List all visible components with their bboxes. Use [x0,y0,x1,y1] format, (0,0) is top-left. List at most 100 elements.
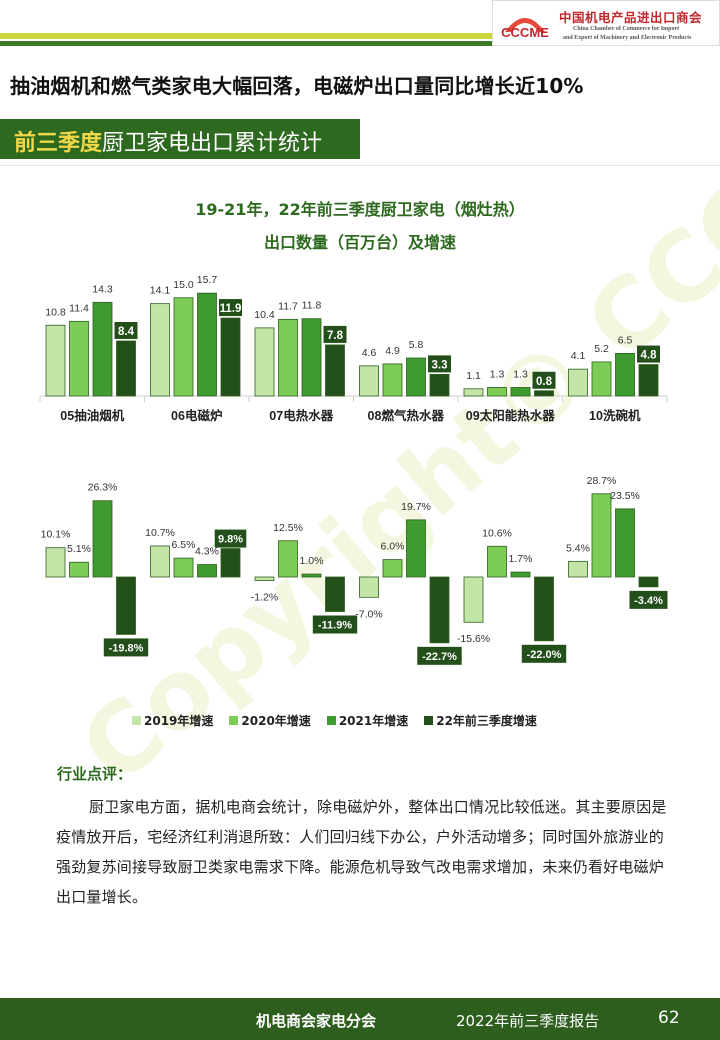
legend-swatch-2021 [326,716,336,725]
bar-growth-2020年增速-05抽油烟机 [69,561,89,578]
bar-growth-2020年增速-09太阳能热水器 [487,545,507,578]
commentary-heading: 行业点评： [57,765,133,783]
data-label-growth: -22.0% [527,649,562,661]
data-label-qty: 14.1 [150,285,171,297]
bar-qty-2021-05抽油烟机 [92,301,113,397]
data-label-growth: 19.7% [401,501,431,513]
org-name-en-2: and Export of Machinery and Electronic P… [563,35,692,41]
bar-qty-22年前三季度-10洗碗机 [638,364,659,397]
section-title: 前三季度厨卫家电出口累计统计 [14,125,322,157]
bar-growth-22年前三季度增速-10洗碗机 [638,576,659,588]
bar-qty-2021-09太阳能热水器 [510,387,531,397]
legend-swatch-2019 [132,716,141,725]
data-label-box [428,355,451,373]
legend-label-2021: 2021年增速 [338,714,409,728]
data-label-qty: 5.2 [594,343,609,355]
bar-qty-2019-08燃气热水器 [359,365,379,397]
bar-growth-2019年增速-06电磁炉 [150,545,170,578]
data-label-growth: 12.5% [273,522,303,534]
bar-qty-22年前三季度-05抽油烟机 [116,340,136,397]
legend-swatch-2020 [229,716,239,725]
data-label-qty: 4.8 [641,350,658,362]
bar-qty-2019-06电磁炉 [150,303,170,397]
data-label-box [114,321,138,339]
data-label-growth: 5.4% [566,542,590,554]
export-chart: 10.8 14.1 10.4 4.6 1.1 4.1 11.4 15.0 11.7 4.9 1.3 5… [39,274,668,665]
data-label-growth: 6.5% [172,539,196,551]
bar-qty-22年前三季度-08燃气热水器 [429,373,450,397]
data-label-qty: 11.8 [302,300,322,312]
bar-qty-2020-07电热水器 [278,318,298,397]
data-label-growth: 23.5% [610,490,640,502]
bar-growth-22年前三季度增速-06电磁炉 [220,548,241,578]
data-label-box [532,371,556,389]
legend-item-2020: 2020年增速 [229,712,311,729]
legend-item-2019: 2019年增速 [132,712,213,729]
data-label-box [323,325,347,343]
bar-qty-2019-05抽油烟机 [45,324,66,397]
bar-growth-2019年增速-05抽油烟机 [45,547,66,578]
bar-growth-2019年增速-08燃气热水器 [359,576,379,598]
data-label-qty: 8.4 [118,326,135,338]
data-label-qty: 4.9 [385,345,400,357]
page-number: 62 [658,1008,680,1028]
data-label-growth: 28.7% [587,475,617,487]
legend-item-2022: 22年前三季度增速 [424,712,537,729]
data-label-qty: 0.8 [536,376,553,388]
data-label-qty: 15.0 [173,279,194,291]
section-title-accent: 前三季度 [14,131,103,156]
data-label-growth: 9.8% [218,534,243,546]
bar-growth-2021年增速-07电热水器 [301,573,322,578]
data-label-growth: -22.7% [422,651,457,663]
data-label-qty: 11.9 [220,303,242,315]
top-stripe-yellow [0,33,720,39]
chart-legend: 2019年增速 2020年增速 2021年增速 22年前三季度增速 [132,712,537,729]
data-label-growth: -3.4% [634,595,663,607]
data-label-qty: 1.3 [490,368,505,380]
data-label-box [417,646,462,665]
bar-qty-2021-07电热水器 [301,318,322,397]
data-label-qty: 6.5 [618,334,633,346]
org-logo: CCCME 中国机电产品进出口商会 China Chamber of Comme… [492,0,720,46]
data-label-growth: 1.7% [509,553,533,565]
data-label-growth: 6.0% [381,541,405,553]
bar-growth-2020年增速-10洗碗机 [591,493,612,578]
data-label-qty: 15.7 [197,274,218,286]
category-label: 05抽油烟机 [60,408,124,423]
bar-growth-2021年增速-05抽油烟机 [92,500,113,578]
cccme-logo-icon: CCCME [501,18,549,40]
data-label-growth: -1.2% [251,591,278,603]
bar-growth-22年前三季度增速-07电热水器 [325,576,345,612]
data-label-qty: 1.3 [513,368,528,380]
data-label-qty: 4.6 [362,347,377,359]
org-name-en-1: China Chamber of Commerce for Import [573,26,680,32]
category-label: 10洗碗机 [589,408,641,423]
bar-qty-2019-07电热水器 [254,327,275,397]
category-label: 07电热水器 [269,408,333,423]
bar-growth-2021年增速-06电磁炉 [197,564,217,578]
data-label-growth: 5.1% [67,543,91,555]
bar-growth-22年前三季度增速-08燃气热水器 [429,576,450,644]
bar-growth-2021年增速-08燃气热水器 [406,519,426,578]
data-label-qty: 14.3 [92,283,113,295]
data-label-box [103,638,149,657]
commentary-body: 厨卫家电方面，据机电商会统计，除电磁炉外，整体出口情况比较低迷。其主要原因是疫情… [56,798,667,906]
bar-qty-22年前三季度-06电磁炉 [220,317,241,397]
bar-qty-2020-10洗碗机 [591,361,612,397]
bar-qty-22年前三季度-09太阳能热水器 [534,390,554,397]
data-label-growth: 10.1% [41,529,71,541]
data-label-growth: -11.9% [318,620,352,632]
bar-qty-22年前三季度-07电热水器 [325,344,345,397]
footer-report-title: 2022年前三季度报告 [456,1012,600,1030]
data-label-box [312,615,358,634]
category-label: 06电磁炉 [171,408,222,423]
data-label-qty: 10.4 [254,309,275,321]
data-label-growth: -19.8% [109,642,144,654]
bar-growth-2019年增速-10洗碗机 [568,560,588,578]
page-headline: 抽油烟机和燃气类家电大幅回落，电磁炉出口量同比增长近10% [10,74,584,98]
page-footer: 机电商会家电分会 2022年前三季度报告 62 [0,998,720,1040]
bar-growth-2019年增速-07电热水器 [254,576,275,581]
data-label-growth: 26.3% [88,482,118,494]
section-title-rest: 厨卫家电出口累计统计 [102,131,323,156]
section-divider [0,165,720,166]
